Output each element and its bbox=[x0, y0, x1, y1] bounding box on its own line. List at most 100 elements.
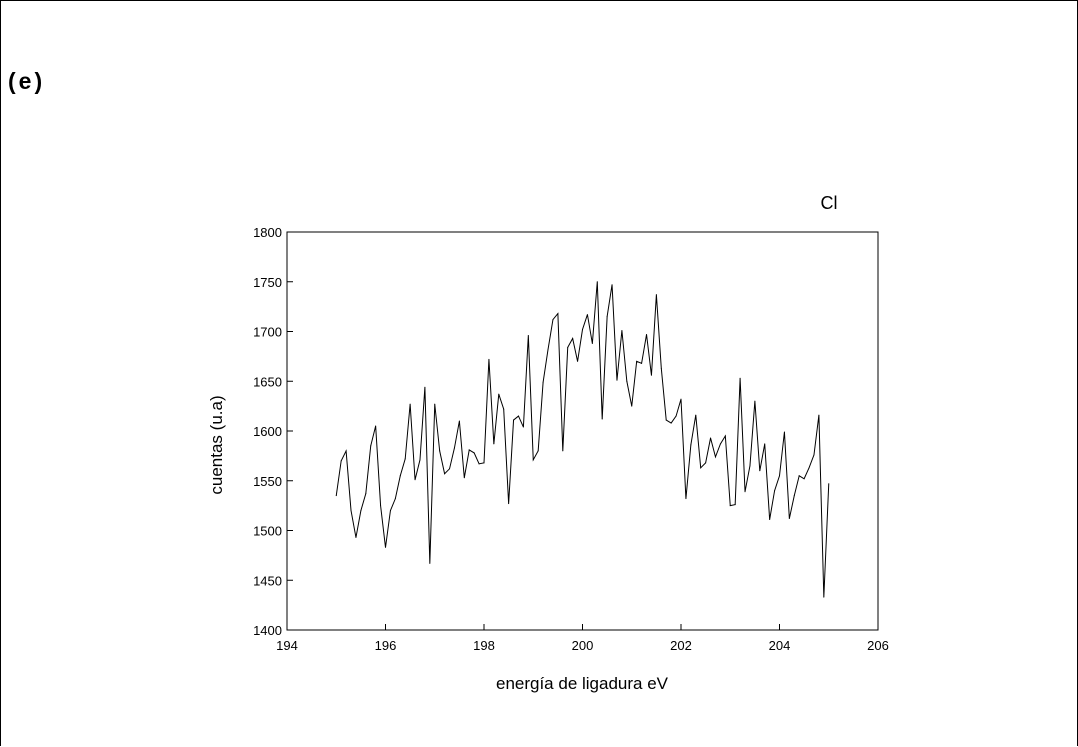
x-tick-label: 202 bbox=[670, 638, 692, 653]
data-point bbox=[621, 330, 623, 332]
data-point bbox=[685, 498, 687, 500]
x-tick-label: 204 bbox=[769, 638, 791, 653]
y-axis-label: cuentas (u.a) bbox=[207, 395, 226, 494]
y-tick-label: 1800 bbox=[253, 225, 282, 240]
data-point bbox=[380, 505, 382, 507]
data-point bbox=[690, 444, 692, 446]
data-point bbox=[808, 467, 810, 469]
data-point bbox=[508, 503, 510, 505]
data-point bbox=[429, 562, 431, 564]
data-point bbox=[734, 504, 736, 506]
data-point bbox=[513, 419, 515, 421]
data-point bbox=[488, 358, 490, 360]
data-point bbox=[473, 452, 475, 454]
data-point bbox=[680, 398, 682, 400]
data-point bbox=[345, 450, 347, 452]
data-point bbox=[616, 379, 618, 381]
data-point bbox=[660, 367, 662, 369]
data-point bbox=[572, 337, 574, 339]
data-point bbox=[478, 463, 480, 465]
data-point bbox=[340, 460, 342, 462]
data-point bbox=[793, 495, 795, 497]
x-tick-label: 198 bbox=[473, 638, 495, 653]
y-tick-label: 1700 bbox=[253, 325, 282, 340]
data-point bbox=[552, 319, 554, 321]
data-point bbox=[542, 381, 544, 383]
data-point bbox=[434, 403, 436, 405]
data-point bbox=[468, 449, 470, 451]
data-point bbox=[370, 445, 372, 447]
data-point bbox=[493, 443, 495, 445]
chart-title: Cl bbox=[821, 193, 838, 213]
y-tick-label: 1650 bbox=[253, 374, 282, 389]
y-tick-label: 1750 bbox=[253, 275, 282, 290]
y-tick-label: 1450 bbox=[253, 573, 282, 588]
data-point bbox=[444, 473, 446, 475]
data-point bbox=[591, 342, 593, 344]
data-point bbox=[463, 477, 465, 479]
data-point bbox=[813, 454, 815, 456]
data-point bbox=[503, 408, 505, 410]
data-point bbox=[577, 360, 579, 362]
data-point bbox=[532, 459, 534, 461]
data-point bbox=[365, 493, 367, 495]
data-point bbox=[700, 467, 702, 469]
data-point bbox=[631, 405, 633, 407]
data-point bbox=[729, 505, 731, 507]
data-point bbox=[458, 420, 460, 422]
data-point bbox=[724, 435, 726, 437]
data-point bbox=[754, 400, 756, 402]
data-point bbox=[547, 348, 549, 350]
data-point bbox=[404, 458, 406, 460]
data-point bbox=[439, 450, 441, 452]
data-point bbox=[394, 498, 396, 500]
data-point bbox=[705, 462, 707, 464]
data-point bbox=[567, 346, 569, 348]
data-point bbox=[803, 478, 805, 480]
data-point bbox=[655, 294, 657, 296]
data-point bbox=[335, 495, 337, 497]
data-point bbox=[586, 314, 588, 316]
x-tick-label: 206 bbox=[867, 638, 889, 653]
data-point bbox=[798, 475, 800, 477]
data-point bbox=[828, 483, 830, 485]
data-point bbox=[596, 281, 598, 283]
data-point bbox=[641, 362, 643, 364]
data-point bbox=[779, 475, 780, 477]
data-point bbox=[675, 415, 677, 417]
data-point bbox=[783, 431, 785, 433]
data-point bbox=[527, 334, 529, 336]
data-point bbox=[355, 536, 357, 538]
y-tick-label: 1550 bbox=[253, 474, 282, 489]
y-tick-label: 1600 bbox=[253, 424, 282, 439]
data-point bbox=[399, 475, 401, 477]
data-point bbox=[650, 374, 652, 376]
data-point bbox=[498, 393, 500, 395]
data-point bbox=[562, 450, 564, 452]
data-point bbox=[764, 443, 766, 445]
data-point bbox=[409, 403, 411, 405]
data-point bbox=[710, 437, 712, 439]
y-tick-label: 1400 bbox=[253, 623, 282, 638]
data-point bbox=[769, 519, 771, 521]
data-point bbox=[665, 419, 667, 421]
data-point bbox=[749, 465, 751, 467]
data-point bbox=[537, 450, 539, 452]
data-point bbox=[375, 425, 377, 427]
axis-ticks bbox=[286, 231, 879, 631]
data-point bbox=[823, 596, 825, 598]
data-point bbox=[522, 426, 524, 428]
data-point bbox=[517, 415, 519, 417]
data-point bbox=[788, 518, 790, 520]
x-tick-label: 200 bbox=[572, 638, 594, 653]
data-point bbox=[350, 510, 352, 512]
data-point bbox=[719, 443, 721, 445]
data-point bbox=[695, 414, 697, 416]
data-point bbox=[714, 456, 716, 458]
data-point bbox=[739, 377, 741, 379]
data-point bbox=[414, 479, 416, 481]
x-tick-label: 196 bbox=[375, 638, 397, 653]
data-point bbox=[582, 329, 583, 331]
data-point bbox=[389, 510, 391, 512]
data-point bbox=[774, 490, 776, 492]
